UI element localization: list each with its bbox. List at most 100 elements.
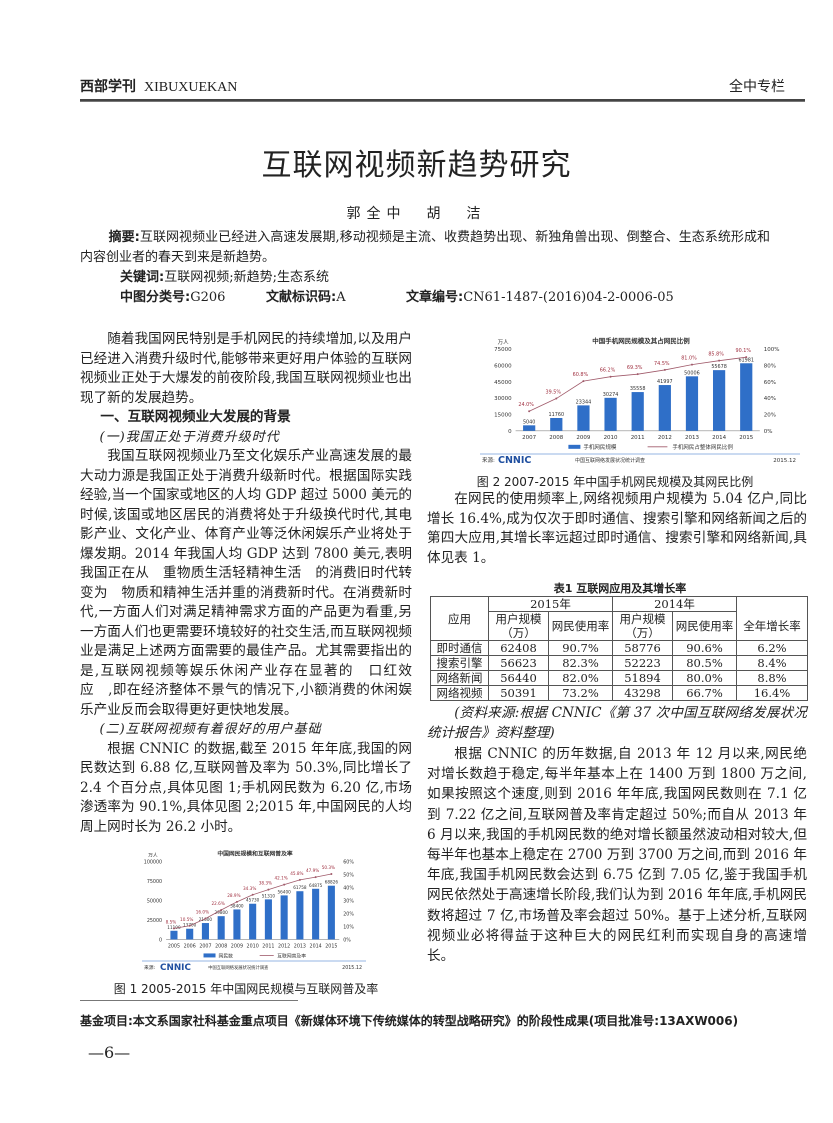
legend-bar-label: 网民数: [219, 952, 234, 959]
line-point: [267, 888, 270, 891]
header-cell: [736, 596, 808, 612]
bar: [170, 930, 178, 940]
line-point: [235, 900, 238, 903]
table-cell: 82.0%: [548, 670, 613, 686]
bar-label: 56400: [277, 889, 291, 894]
bar: [312, 888, 320, 940]
bar-label: 51310: [262, 893, 276, 898]
line-point: [609, 375, 612, 378]
x-tick: 2007: [522, 435, 536, 441]
header-rule: [80, 99, 805, 102]
y-tick-right: 100%: [764, 347, 780, 353]
line-point: [636, 373, 639, 376]
line-point: [555, 397, 558, 400]
table-cell: 80.0%: [672, 670, 737, 686]
bar: [327, 885, 335, 940]
y-tick-right: 40%: [343, 885, 354, 891]
bar-label: 35558: [630, 386, 646, 392]
line-point: [330, 872, 333, 875]
table-year-row: 应用 2015年 2014年: [430, 596, 808, 641]
y-tick-left: 0: [508, 429, 512, 435]
table-cell: 8.4%: [736, 655, 808, 671]
table-cell: 50391: [488, 685, 549, 701]
x-tick: 2006: [184, 943, 196, 949]
abstract-label: 摘要:: [108, 230, 140, 245]
line-point: [298, 878, 301, 881]
y-tick-right: 60%: [764, 380, 776, 386]
line-label: 34.3%: [243, 886, 256, 891]
subsection-heading: (一)我国正处于消费升级时代: [99, 429, 280, 445]
bar-label: 11760: [549, 412, 565, 418]
y-tick-right: 0%: [764, 429, 773, 435]
line-point: [204, 917, 207, 920]
bar-label: 68826: [325, 880, 339, 885]
x-tick: 2010: [247, 943, 259, 949]
x-tick: 2008: [215, 943, 227, 949]
header-cell: 网民使用率: [548, 611, 613, 641]
header-cell: 2014年: [612, 596, 737, 612]
line-label: 22.6%: [212, 901, 225, 906]
table-cell: 58776: [612, 640, 673, 656]
line-label: 69.3%: [627, 365, 643, 371]
line-label: 42.1%: [274, 876, 287, 881]
line-label: 60.8%: [573, 372, 589, 378]
paragraph: 随着我国网民特别是手机网民的持续增加,以及用户已经进入消费升级时代,能够带来更好…: [80, 331, 412, 406]
figure-2-caption: 图 2 2007-2015 年中国手机网民规模及其网民比例: [476, 475, 754, 489]
bar-label: 41997: [657, 379, 673, 385]
column-name: 全中专栏: [729, 79, 785, 95]
bar: [740, 363, 753, 431]
line-label: 85.8%: [708, 352, 724, 358]
bar-label: 45730: [246, 898, 260, 903]
bar: [685, 376, 699, 431]
table-row: 搜索引擎 56623 82.3% 52223 80.5% 8.4%: [430, 655, 808, 671]
line-point: [283, 883, 286, 886]
left-column: 随着我国网民特别是手机网民的持续增加,以及用户已经进入消费升级时代,能够带来更好…: [80, 330, 412, 837]
y-tick-right: 40%: [764, 396, 776, 402]
x-tick: 2010: [604, 435, 618, 441]
bar: [631, 392, 644, 431]
bar-label: 11100: [167, 925, 181, 930]
x-tick: 2012: [278, 943, 290, 949]
classification: 中图分类号:G206 文献标识码:A 文章编号:CN61-1487-(2016)04…: [120, 288, 820, 308]
subsection-heading: (二)互联网视频有着很好的用户基础: [99, 722, 322, 737]
y-axis-unit: 万人: [148, 852, 158, 858]
x-tick: 2005: [168, 943, 180, 949]
line-point: [690, 363, 693, 366]
line-point: [582, 380, 585, 383]
bar-label: 38400: [230, 903, 244, 908]
legend-bar-label: 手机网民规模: [583, 443, 617, 451]
line-point: [528, 410, 531, 413]
source-note: (资料来源:根据 CNNIC《第 37 次中国互联网络发展状况统计报告》资料整理…: [427, 705, 807, 741]
paragraph: 我国互联网视频业乃至文化娱乐产业高速发展的最大动力源是我国正处于消费升级新时代。…: [80, 448, 412, 718]
x-tick: 2013: [294, 943, 306, 949]
bar-label: 29800: [215, 910, 229, 915]
figure-1-caption: 图 1 2005-2015 年中国网民规模与互联网普及率: [113, 982, 379, 996]
table-cell: 网络视频: [430, 685, 489, 701]
keywords-text: 互联网视频;新趋势;生态系统: [164, 270, 329, 285]
line-point: [188, 924, 191, 927]
line-label: 47.9%: [306, 868, 319, 873]
table-cell: 56440: [488, 670, 549, 686]
x-tick: 2015: [325, 943, 337, 949]
abstract: 摘要:互联网视频业已经进入高速发展期,移动视频是主流、收费趋势出现、新独角兽出现…: [80, 228, 770, 268]
legend-bar-swatch: [568, 444, 581, 449]
legend-bar-swatch: [203, 953, 216, 958]
table-row: 网络视频 50391 73.2% 43298 66.7% 16.4%: [430, 685, 808, 701]
y-tick-left: 50000: [147, 898, 162, 904]
y-tick-left: 30000: [494, 396, 512, 402]
app-growth-table: 应用 2015年 2014年 用户规模（万） 网民使用率 用户规模（万） 网民使…: [430, 596, 808, 701]
right-paragraph-1: 在网民的使用频率上,网络视频用户规模为 5.04 亿户,同比增长 16.4%,成…: [427, 490, 807, 568]
table-cell: 73.2%: [548, 685, 613, 701]
x-tick: 2015: [739, 435, 753, 441]
x-tick: 2007: [199, 943, 211, 949]
header-cell: 网民使用率: [672, 611, 737, 641]
line-label: 74.5%: [654, 361, 670, 367]
table-cell: 6.2%: [736, 640, 808, 656]
source-date: 2015.12: [342, 965, 362, 971]
table-cell: 66.7%: [672, 685, 737, 701]
bar: [233, 909, 241, 940]
table-cell: 51894: [612, 670, 673, 686]
line-label: 90.1%: [735, 348, 751, 354]
bar-label: 50006: [684, 370, 700, 376]
line-label: 28.9%: [227, 893, 240, 898]
